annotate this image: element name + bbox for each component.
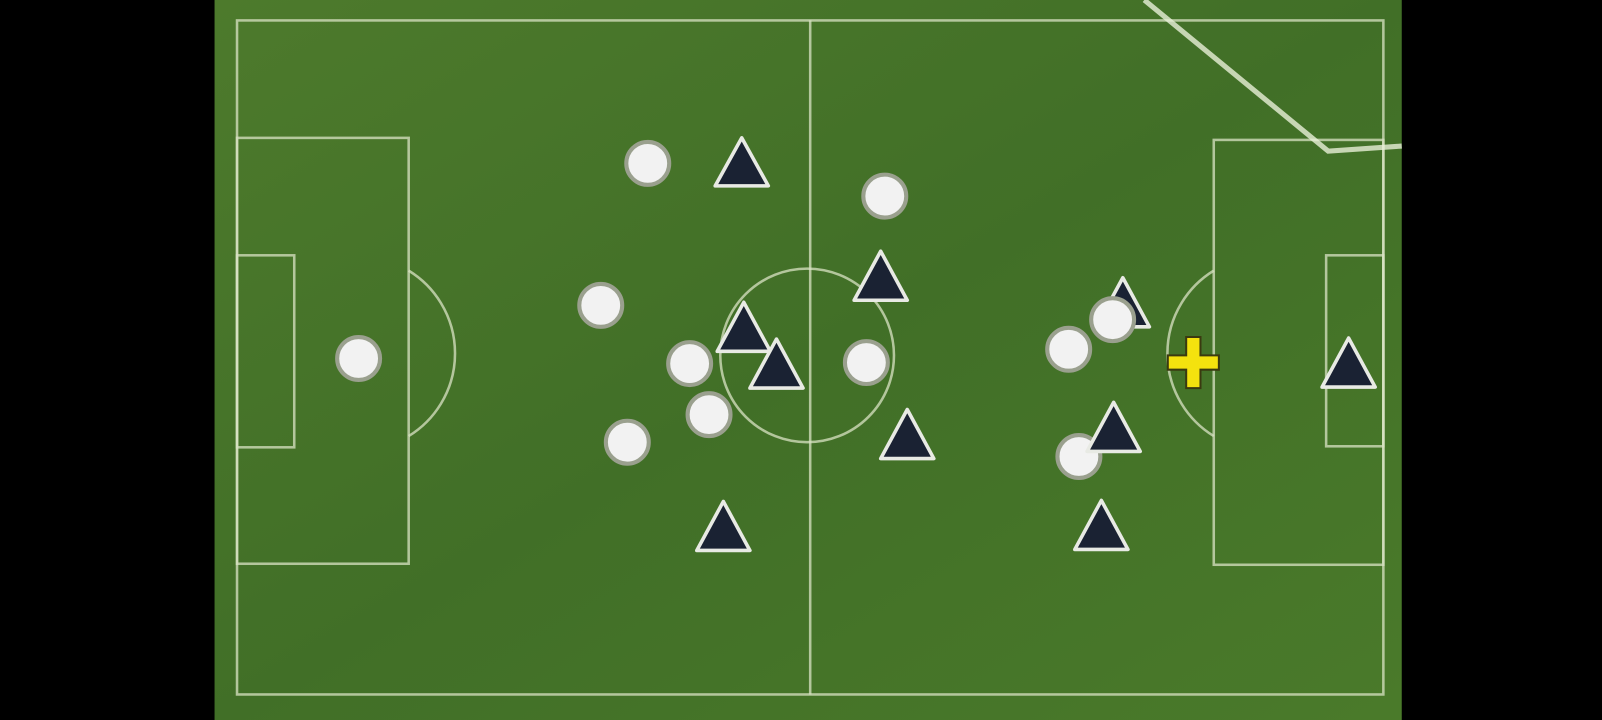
player-circle	[624, 139, 672, 187]
view-line	[1142, 0, 1402, 154]
home-players	[335, 139, 1103, 480]
player-circle	[577, 281, 625, 329]
left-goal-area	[235, 254, 296, 449]
player-circle	[666, 340, 714, 388]
left-penalty-arc	[408, 269, 457, 438]
player-triangle	[1073, 498, 1130, 552]
player-circle	[842, 339, 890, 387]
player-triangle	[1085, 400, 1142, 454]
player-circle	[1045, 325, 1093, 373]
pitch-lines	[235, 19, 1385, 696]
pitch	[214, 0, 1402, 720]
player-circle	[1089, 296, 1137, 344]
right-penalty-arc	[1166, 269, 1215, 438]
player-triangle	[1320, 336, 1377, 389]
player-circle	[603, 418, 651, 466]
player-circle	[861, 172, 909, 220]
player-triangle	[695, 499, 752, 553]
away-players	[695, 136, 1377, 553]
player-triangle	[715, 300, 773, 354]
ball-marker	[1166, 336, 1220, 390]
player-triangle	[748, 337, 805, 390]
player-circle	[335, 334, 383, 382]
center-circle	[719, 267, 896, 444]
player-triangle	[878, 407, 936, 461]
player-triangle	[852, 249, 910, 303]
right-goal-area	[1324, 254, 1385, 448]
player-circle	[685, 391, 733, 439]
player-triangle	[713, 136, 771, 188]
